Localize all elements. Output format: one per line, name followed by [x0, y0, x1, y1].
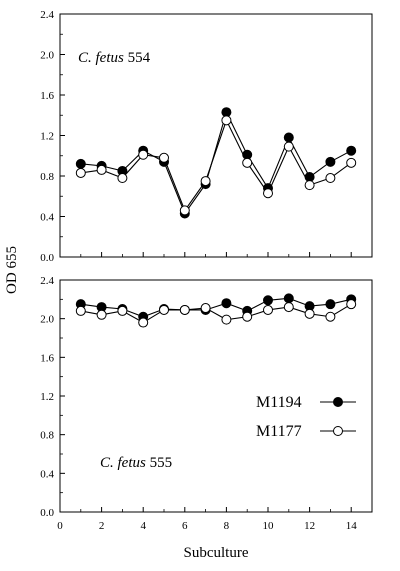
data-point-m1194-top — [325, 156, 336, 167]
panel-bottom: 0.0 0.4 0.8 1.2 1.6 2.0 2.4 0 2 4 6 8 10 12 14 C. fetus… — [40, 275, 373, 532]
panel-annotation-strain: 555 — [146, 455, 172, 471]
data-point-m1177-bottom — [117, 305, 128, 316]
data-point-m1177-bottom — [325, 311, 336, 322]
series-line-m1177-top — [80, 118, 352, 212]
y-tick-label-top: 0.4 — [40, 212, 54, 224]
y-tick-label-top: 2.0 — [40, 50, 54, 62]
plot-frame-bottom — [59, 279, 373, 513]
panel-annotation-strain: 554 — [124, 50, 151, 66]
y-tick-label-bottom: 1.6 — [40, 352, 54, 364]
data-point-m1177-bottom — [200, 303, 211, 314]
data-point-m1194-bottom — [283, 293, 294, 304]
data-point-m1177-bottom — [159, 304, 169, 315]
data-point-m1177-bottom — [263, 304, 273, 315]
panel-annotation-species: C. fetus — [78, 50, 124, 66]
data-point-m1177-bottom — [221, 314, 232, 325]
data-point-m1177-bottom — [179, 304, 190, 315]
x-tick-label: 10 — [263, 520, 275, 532]
data-point-m1194-bottom — [221, 298, 232, 309]
x-tick-label: 12 — [304, 520, 315, 532]
y-tick-label-bottom: 2.0 — [40, 314, 54, 326]
y-tick-label-bottom: 0.0 — [40, 507, 54, 519]
y-tick-label-bottom: 1.2 — [40, 391, 54, 403]
series-line-m1194-top — [80, 110, 352, 215]
data-point-m1177-bottom — [138, 317, 149, 328]
data-point-m1177-top — [242, 157, 253, 168]
data-point-m1177-top — [179, 205, 190, 216]
panel-annotation-top: C. fetus 554 — [78, 50, 151, 66]
panel-annotation-species: C. fetus — [100, 455, 146, 471]
x-tick-label: 8 — [224, 520, 230, 532]
data-point-m1177-bottom — [96, 309, 107, 320]
data-point-m1194-top — [283, 132, 294, 143]
x-tick-label: 6 — [182, 520, 188, 532]
data-point-m1177-top — [283, 141, 294, 152]
data-point-m1177-bottom — [75, 305, 86, 316]
x-tick-label: 4 — [140, 520, 146, 532]
panel-annotation-bottom: C. fetus 555 — [100, 455, 172, 471]
y-tick-label-top: 1.6 — [40, 90, 54, 102]
panel-top: 0.0 0.4 0.8 1.2 1.6 2.0 2.4 C. fetus 554 — [40, 9, 373, 264]
data-point-m1177-top — [138, 149, 149, 160]
y-tick-label-bottom: 2.4 — [40, 275, 54, 287]
data-point-m1177-bottom — [242, 311, 253, 322]
data-point-m1194-bottom — [325, 299, 336, 310]
data-point-m1177-bottom — [283, 302, 294, 313]
data-point-m1194-top — [75, 158, 86, 169]
data-point-m1177-top — [346, 157, 357, 168]
data-point-m1177-bottom — [304, 308, 315, 319]
data-point-m1177-top — [304, 180, 315, 191]
legend-marker-m1177 — [333, 426, 343, 436]
y-tick-label-top: 2.4 — [40, 9, 54, 21]
data-point-m1177-top — [325, 173, 336, 184]
x-axis-title: Subculture — [184, 545, 249, 561]
x-tick-label: 14 — [346, 520, 358, 532]
data-point-m1177-top — [221, 115, 232, 126]
data-point-m1177-top — [200, 176, 211, 187]
data-point-m1177-bottom — [346, 299, 357, 310]
legend: M1194 M1177 — [256, 394, 356, 440]
x-tick-label: 0 — [57, 520, 63, 532]
data-point-m1194-top — [346, 145, 357, 156]
x-tick-label: 2 — [99, 520, 105, 532]
y-tick-label-bottom: 0.8 — [40, 430, 54, 442]
y-axis-title: OD 655 — [4, 246, 20, 294]
y-tick-label-bottom: 0.4 — [40, 468, 54, 480]
data-point-m1177-top — [263, 188, 273, 199]
data-point-m1177-top — [117, 173, 128, 184]
data-point-m1194-bottom — [263, 295, 273, 306]
data-point-m1177-top — [96, 164, 107, 175]
y-tick-label-top: 0.8 — [40, 171, 54, 183]
data-point-m1177-top — [159, 152, 169, 163]
y-tick-label-top: 1.2 — [40, 131, 54, 143]
y-tick-label-top: 0.0 — [40, 252, 54, 264]
legend-marker-m1194 — [333, 397, 343, 407]
legend-label-m1194: M1194 — [256, 394, 302, 411]
legend-label-m1177: M1177 — [256, 423, 302, 440]
data-point-m1177-top — [75, 167, 86, 178]
